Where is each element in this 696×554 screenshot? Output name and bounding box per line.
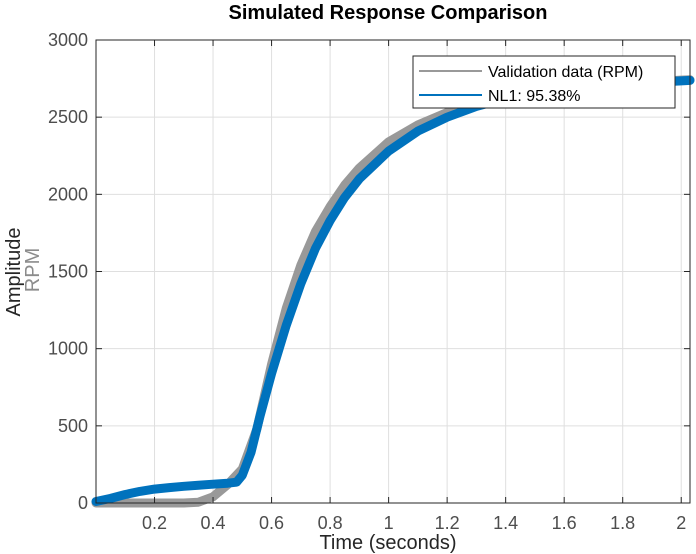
y-tick-label: 2500 (48, 107, 88, 127)
x-tick-label: 0.8 (318, 513, 343, 533)
chart-title: Simulated Response Comparison (229, 2, 548, 24)
legend: Validation data (RPM) NL1: 95.38% (412, 55, 676, 109)
y-tick-label: 2000 (48, 184, 88, 204)
x-tick-label: 0.2 (142, 513, 167, 533)
y-axis-label: Amplitude (3, 228, 25, 317)
legend-box (412, 55, 676, 109)
x-tick-labels: 0.2 0.4 0.6 0.8 1 1.2 1.4 1.6 1.8 2 (142, 513, 686, 533)
legend-label-nl1: NL1: 95.38% (488, 88, 581, 105)
x-tick-label: 0.6 (259, 513, 284, 533)
x-tick-label: 1.6 (552, 513, 577, 533)
y-tick-label: 0 (78, 493, 88, 513)
y-tick-label: 1000 (48, 339, 88, 359)
x-tick-label: 1.2 (435, 513, 460, 533)
y-axis-unit-label: RPM (22, 248, 44, 292)
x-tick-label: 1.8 (610, 513, 635, 533)
x-tick-label: 0.4 (201, 513, 226, 533)
x-axis-label: Time (seconds) (319, 532, 456, 554)
y-tick-label: 1500 (48, 262, 88, 282)
y-tick-label: 500 (58, 416, 88, 436)
legend-label-validation: Validation data (RPM) (488, 64, 643, 81)
y-tick-labels: 0 500 1000 1500 2000 2500 3000 (48, 30, 88, 513)
y-tick-label: 3000 (48, 30, 88, 50)
tick-marks (96, 39, 690, 504)
x-tick-label: 1.4 (493, 513, 518, 533)
x-tick-label: 1 (384, 513, 394, 533)
x-tick-label: 2 (676, 513, 686, 533)
